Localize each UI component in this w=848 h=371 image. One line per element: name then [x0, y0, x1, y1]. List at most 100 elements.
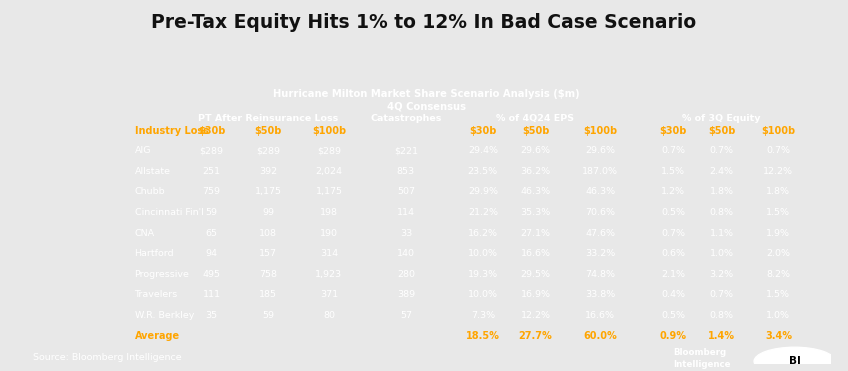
Text: 1.2%: 1.2% [661, 187, 685, 196]
Text: 140: 140 [397, 249, 415, 258]
Text: 1.1%: 1.1% [710, 229, 734, 237]
Text: Pre-Tax Equity Hits 1% to 12% In Bad Case Scenario: Pre-Tax Equity Hits 1% to 12% In Bad Cas… [152, 13, 696, 32]
Text: Cincinnati Fin'l: Cincinnati Fin'l [135, 208, 204, 217]
Text: 27.1%: 27.1% [521, 229, 550, 237]
Text: 1.0%: 1.0% [767, 311, 790, 320]
Text: 35.3%: 35.3% [521, 208, 550, 217]
Text: 314: 314 [320, 249, 338, 258]
Text: Average: Average [135, 331, 180, 341]
Text: 392: 392 [259, 167, 277, 176]
Text: 8.2%: 8.2% [767, 270, 790, 279]
Text: Source: Bloomberg Intelligence: Source: Bloomberg Intelligence [33, 352, 182, 362]
Text: 3.2%: 3.2% [710, 270, 734, 279]
Text: Hurricane Milton Market Share Scenario Analysis ($m): Hurricane Milton Market Share Scenario A… [273, 89, 579, 99]
Text: Bloomberg
Intelligence: Bloomberg Intelligence [673, 348, 731, 369]
Text: 198: 198 [320, 208, 338, 217]
Text: BI: BI [789, 356, 801, 366]
Text: 0.5%: 0.5% [661, 208, 685, 217]
Text: 7.3%: 7.3% [471, 311, 495, 320]
Text: Travelers: Travelers [135, 290, 178, 299]
Text: 1.0%: 1.0% [710, 249, 734, 258]
Text: 99: 99 [262, 208, 274, 217]
Text: 114: 114 [397, 208, 415, 217]
Text: 495: 495 [203, 270, 220, 279]
Text: 853: 853 [397, 167, 415, 176]
Text: 12.2%: 12.2% [763, 167, 794, 176]
Text: 74.8%: 74.8% [585, 270, 616, 279]
Text: $50b: $50b [708, 126, 735, 136]
Text: 2.1%: 2.1% [661, 270, 685, 279]
Text: 29.9%: 29.9% [468, 187, 498, 196]
Text: Progressive: Progressive [135, 270, 189, 279]
Text: 2.0%: 2.0% [767, 249, 790, 258]
Text: 187.0%: 187.0% [583, 167, 618, 176]
Text: 190: 190 [320, 229, 338, 237]
Text: 59: 59 [262, 311, 274, 320]
Text: 36.2%: 36.2% [521, 167, 550, 176]
Text: Hartford: Hartford [135, 249, 174, 258]
Text: 57: 57 [400, 311, 412, 320]
Text: 19.3%: 19.3% [468, 270, 498, 279]
Text: 59: 59 [205, 208, 218, 217]
Text: AIG: AIG [135, 146, 151, 155]
Text: 29.6%: 29.6% [585, 146, 616, 155]
Text: 0.7%: 0.7% [661, 146, 685, 155]
Text: 10.0%: 10.0% [468, 249, 498, 258]
Text: 33.8%: 33.8% [585, 290, 616, 299]
Text: 0.9%: 0.9% [660, 331, 687, 341]
Text: 1,923: 1,923 [315, 270, 343, 279]
Text: 1.5%: 1.5% [661, 167, 685, 176]
Text: 185: 185 [259, 290, 277, 299]
Text: 16.2%: 16.2% [468, 229, 498, 237]
Text: 1.4%: 1.4% [708, 331, 735, 341]
Text: 1,175: 1,175 [254, 187, 282, 196]
Text: % of 4Q24 EPS: % of 4Q24 EPS [496, 114, 574, 123]
Text: 1.8%: 1.8% [710, 187, 734, 196]
Text: 29.6%: 29.6% [521, 146, 550, 155]
Text: 371: 371 [320, 290, 338, 299]
Text: Catastrophes: Catastrophes [371, 114, 442, 123]
Text: $30b: $30b [198, 126, 226, 136]
Text: 251: 251 [203, 167, 220, 176]
Text: 21.2%: 21.2% [468, 208, 498, 217]
Text: 12.2%: 12.2% [521, 311, 550, 320]
Text: 0.7%: 0.7% [661, 229, 685, 237]
Text: 27.7%: 27.7% [519, 331, 552, 341]
Text: $100b: $100b [312, 126, 346, 136]
Text: 47.6%: 47.6% [585, 229, 616, 237]
Text: $100b: $100b [583, 126, 617, 136]
Text: W.R. Berkley: W.R. Berkley [135, 311, 194, 320]
Text: 507: 507 [397, 187, 415, 196]
Text: 0.7%: 0.7% [710, 290, 734, 299]
Text: 33.2%: 33.2% [585, 249, 616, 258]
Text: $100b: $100b [762, 126, 795, 136]
Text: 16.6%: 16.6% [521, 249, 550, 258]
Text: 80: 80 [323, 311, 335, 320]
Circle shape [754, 347, 835, 371]
Text: 33: 33 [399, 229, 412, 237]
Text: 280: 280 [397, 270, 415, 279]
Text: 2,024: 2,024 [315, 167, 343, 176]
Text: 16.6%: 16.6% [585, 311, 616, 320]
Text: $50b: $50b [254, 126, 282, 136]
Text: $221: $221 [393, 146, 418, 155]
Text: $50b: $50b [522, 126, 550, 136]
Text: $289: $289 [199, 146, 224, 155]
Text: 10.0%: 10.0% [468, 290, 498, 299]
Text: Industry Loss: Industry Loss [135, 126, 209, 136]
Text: 1.5%: 1.5% [767, 208, 790, 217]
Text: % of 3Q Equity: % of 3Q Equity [683, 114, 761, 123]
Text: 0.7%: 0.7% [710, 146, 734, 155]
Text: 60.0%: 60.0% [583, 331, 617, 341]
Text: 46.3%: 46.3% [585, 187, 616, 196]
Text: 157: 157 [259, 249, 277, 258]
Text: $289: $289 [256, 146, 280, 155]
Text: 0.8%: 0.8% [710, 311, 734, 320]
Text: CNA: CNA [135, 229, 154, 237]
Text: Chubb: Chubb [135, 187, 165, 196]
Text: 4Q Consensus: 4Q Consensus [387, 101, 466, 111]
Text: 1.9%: 1.9% [767, 229, 790, 237]
Text: 0.6%: 0.6% [661, 249, 685, 258]
Text: 18.5%: 18.5% [466, 331, 499, 341]
Text: 70.6%: 70.6% [585, 208, 616, 217]
